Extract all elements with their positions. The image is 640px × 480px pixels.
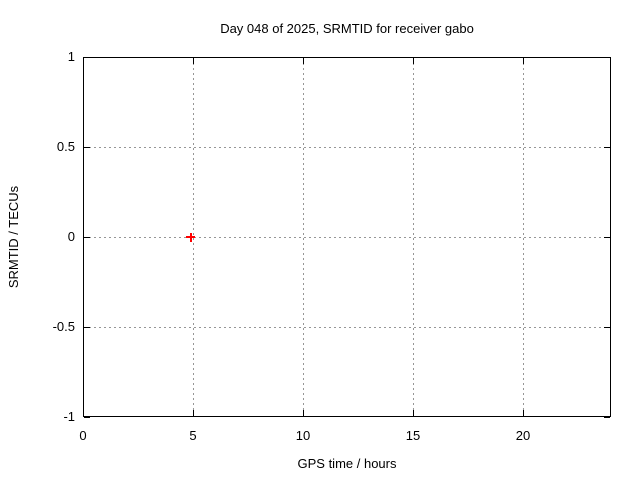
tick-mark — [193, 58, 194, 64]
x-tick-label: 10 — [295, 428, 311, 443]
y-tick-label: -1 — [63, 409, 75, 424]
tick-mark — [604, 417, 610, 418]
gridline — [84, 237, 610, 238]
y-tick-label: -0.5 — [52, 319, 75, 334]
y-tick-label: 1 — [67, 49, 75, 64]
tick-mark — [83, 58, 84, 64]
tick-mark — [604, 327, 610, 328]
plus-marker-vertical — [189, 232, 192, 242]
x-tick-label: 15 — [405, 428, 421, 443]
x-tick-label: 0 — [79, 428, 87, 443]
x-tick-label: 20 — [515, 428, 531, 443]
y-tick-label: 0 — [67, 229, 75, 244]
tick-mark — [604, 237, 610, 238]
tick-mark — [84, 417, 90, 418]
tick-mark — [84, 327, 90, 328]
x-axis-label: GPS time / hours — [297, 456, 397, 471]
gridline — [84, 147, 610, 148]
tick-mark — [604, 147, 610, 148]
y-axis-label: SRMTID / TECUs — [6, 185, 21, 289]
tick-mark — [84, 147, 90, 148]
tick-mark — [413, 410, 414, 416]
tick-mark — [523, 58, 524, 64]
gridline — [84, 327, 610, 328]
x-tick-label: 5 — [189, 428, 197, 443]
tick-mark — [303, 410, 304, 416]
tick-mark — [604, 57, 610, 58]
tick-mark — [84, 237, 90, 238]
tick-mark — [523, 410, 524, 416]
y-tick-label: 0.5 — [56, 139, 75, 154]
chart-title: Day 048 of 2025, SRMTID for receiver gab… — [220, 21, 474, 36]
plot-area — [83, 57, 611, 417]
tick-mark — [83, 410, 84, 416]
tick-mark — [84, 57, 90, 58]
data-point-marker — [186, 232, 196, 242]
tick-mark — [193, 410, 194, 416]
tick-mark — [413, 58, 414, 64]
tick-mark — [303, 58, 304, 64]
